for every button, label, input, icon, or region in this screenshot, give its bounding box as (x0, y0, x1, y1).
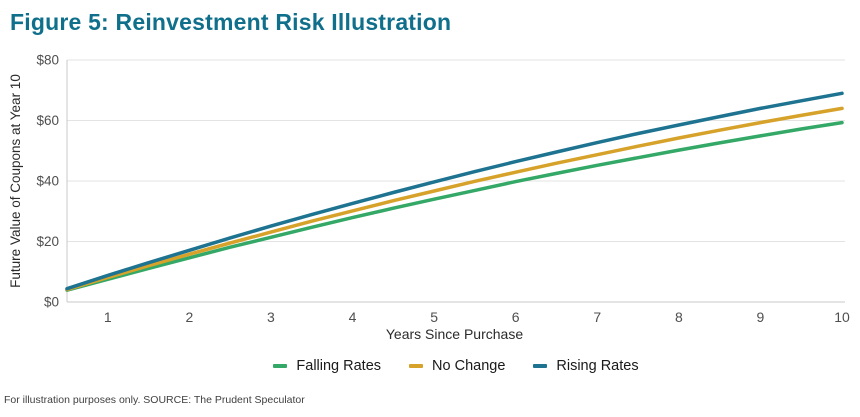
x-tick-label: 2 (185, 309, 193, 325)
y-tick-label: $20 (36, 234, 59, 249)
y-tick-label: $60 (36, 113, 59, 128)
legend-item[interactable]: Rising Rates (533, 357, 639, 374)
series-line-rising-rates (65, 91, 844, 291)
x-tick-label: 10 (834, 309, 850, 325)
x-tick-label: 8 (675, 309, 683, 325)
y-tick-label: $80 (36, 52, 59, 67)
legend-marker-icon (533, 363, 548, 368)
legend-item[interactable]: No Change (409, 358, 505, 374)
legend-item[interactable]: Falling Rates (273, 358, 381, 374)
x-tick-label: 9 (757, 309, 765, 325)
x-tick-label: 6 (512, 309, 520, 325)
y-tick-label: $40 (36, 173, 59, 188)
figure-title: Figure 5: Reinvestment Risk Illustration (10, 9, 452, 35)
legend-label: No Change (432, 357, 506, 374)
chart-area: $0 $20 $40 $60 $80 1 2 3 4 5 6 7 8 9 10 Years Since Pur… (0, 44, 860, 340)
chart-legend: Falling Rates No Change Rising Rates (67, 356, 845, 376)
series-line-falling-rates (65, 120, 844, 292)
y-axis-title: Future Value of Coupons at Year 10 (8, 74, 23, 288)
series-line-no-change (65, 106, 844, 292)
legend-marker-icon (409, 363, 424, 368)
x-tick-label: 5 (430, 309, 438, 325)
legend-label: Falling Rates (296, 357, 382, 374)
line-chart: $0 $20 $40 $60 $80 1 2 3 4 5 6 7 8 9 10 Years Since Pur… (8, 52, 850, 340)
legend-label: Rising Rates (556, 357, 639, 374)
x-axis-title: Years Since Purchase (386, 326, 523, 340)
x-tick-label: 1 (104, 309, 112, 325)
x-tick-label: 3 (267, 309, 275, 325)
x-tick-label: 7 (593, 309, 601, 325)
legend-marker-icon (273, 363, 288, 368)
x-tick-label: 4 (349, 309, 357, 325)
y-tick-label: $0 (44, 294, 59, 309)
source-note: For illustration purposes only. SOURCE: … (4, 393, 305, 406)
